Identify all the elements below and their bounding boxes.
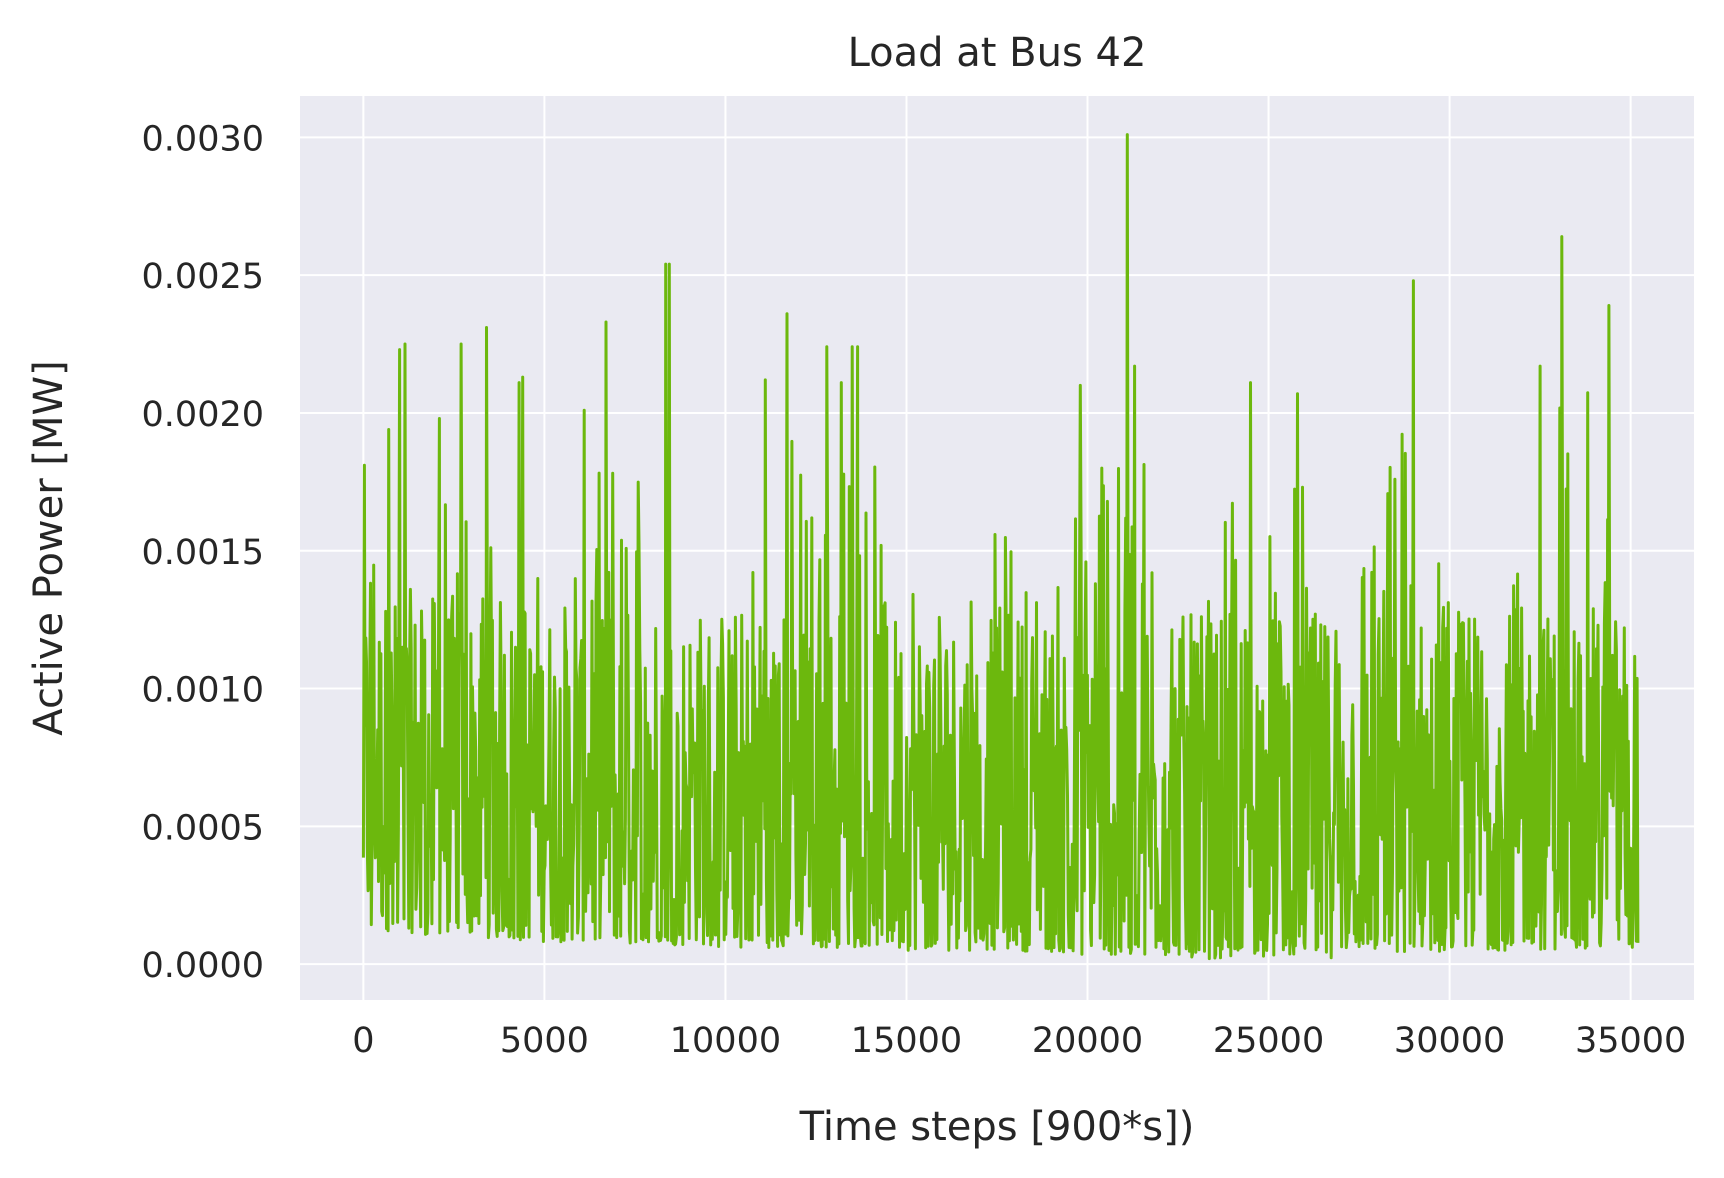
x-tick-label: 10000 [670, 1021, 781, 1061]
y-tick-label: 0.0005 [142, 808, 264, 848]
x-tick-label: 0 [352, 1021, 374, 1061]
x-tick-label: 35000 [1575, 1021, 1686, 1061]
chart-title: Load at Bus 42 [848, 30, 1147, 76]
x-axis-label: Time steps [900*s]) [799, 1104, 1195, 1150]
series [361, 133, 1640, 961]
y-tick-label: 0.0000 [142, 946, 264, 986]
series-line [361, 133, 1640, 961]
x-tick-label: 15000 [851, 1021, 962, 1061]
x-tick-label: 5000 [500, 1021, 589, 1061]
x-tick-label: 30000 [1394, 1021, 1505, 1061]
y-tick-label: 0.0020 [142, 395, 264, 435]
y-tick-label: 0.0025 [142, 257, 264, 297]
x-tick-label: 25000 [1213, 1021, 1324, 1061]
y-tick-label: 0.0030 [142, 119, 264, 159]
x-axis-ticks: 0 5000 10000 15000 20000 25000 30000 35000 [352, 1021, 1686, 1061]
x-tick-label: 20000 [1032, 1021, 1143, 1061]
y-axis-label: Active Power [MW] [26, 360, 72, 735]
y-axis-ticks: 0.0000 0.0005 0.0010 0.0015 0.0020 0.0025 0.00… [142, 119, 264, 986]
y-tick-label: 0.0010 [142, 671, 264, 711]
y-tick-label: 0.0015 [142, 533, 264, 573]
